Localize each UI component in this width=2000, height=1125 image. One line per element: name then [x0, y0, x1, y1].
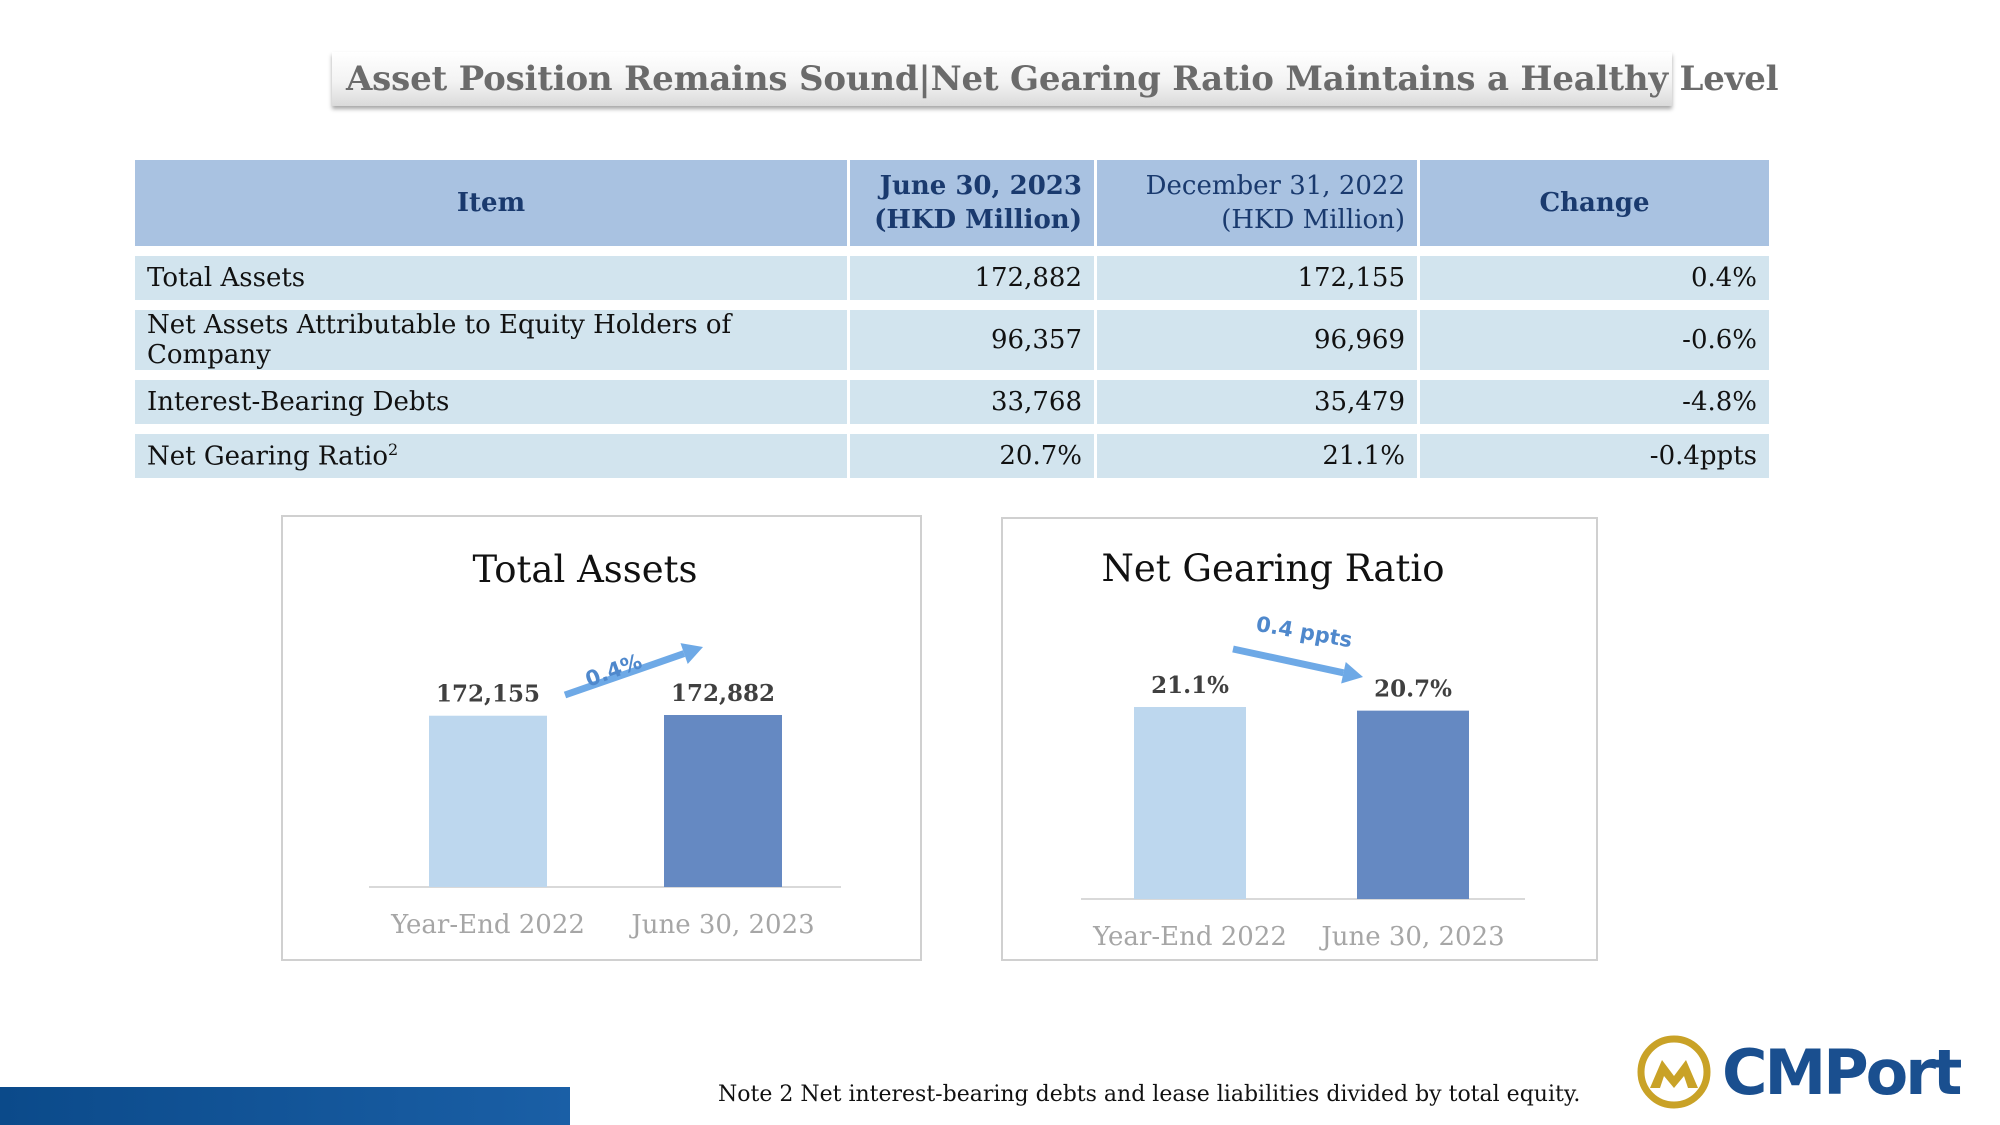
cmport-logo: CMPort [1636, 1032, 1996, 1116]
cell-item: Total Assets [135, 256, 847, 300]
cell-change: -0.4ppts [1420, 434, 1769, 478]
chart-title: Total Assets [472, 548, 697, 591]
header-dec-2022: December 31, 2022 (HKD Million) [1097, 160, 1417, 246]
summary-table: Item June 30, 2023 (HKD Million) Decembe… [132, 157, 1772, 481]
net-gearing-chart: Net Gearing Ratio 21.1% Year-End 2022 20.7%… [1001, 517, 1598, 961]
bar [429, 715, 547, 887]
trend-arrow-shaft [563, 650, 686, 699]
table-row: Net Gearing Ratio2 20.7% 21.1% -0.4ppts [135, 434, 1769, 478]
category-label: Year-End 2022 [390, 910, 585, 940]
table-header-row: Item June 30, 2023 (HKD Million) Decembe… [135, 160, 1769, 246]
cell-item: Net Gearing Ratio2 [135, 434, 847, 478]
header-item: Item [135, 160, 847, 246]
row-spacer [135, 249, 1769, 253]
header-dec-line2: (HKD Million) [1221, 205, 1405, 235]
cell-dec-2022: 35,479 [1097, 380, 1417, 424]
change-annotation: 0.4% [582, 649, 645, 691]
footnote: Note 2 Net interest-bearing debts and le… [718, 1082, 1581, 1107]
cell-item: Net Assets Attributable to Equity Holder… [135, 310, 847, 370]
net-gearing-chart-svg: Net Gearing Ratio 21.1% Year-End 2022 20.7%… [1081, 547, 1525, 952]
item-label: Net Assets Attributable to Equity Holder… [147, 310, 732, 370]
row-spacer [135, 427, 1769, 431]
trend-arrow-icon [1341, 662, 1363, 684]
bar [664, 715, 782, 887]
page-title: Asset Position Remains Sound|Net Gearing… [346, 59, 1779, 99]
header-june-line2: (HKD Million) [874, 205, 1082, 235]
footnote-ref: 2 [388, 440, 399, 460]
trend-arrow-shaft [1232, 645, 1345, 677]
row-spacer [135, 303, 1769, 307]
chart-title: Net Gearing Ratio [1102, 547, 1445, 590]
cell-dec-2022: 172,155 [1097, 256, 1417, 300]
cell-change: -0.6% [1420, 310, 1769, 370]
table-row: Interest-Bearing Debts 33,768 35,479 -4.8% [135, 380, 1769, 424]
cell-item: Interest-Bearing Debts [135, 380, 847, 424]
table-row: Net Assets Attributable to Equity Holder… [135, 310, 1769, 370]
trend-arrow-icon [680, 643, 703, 664]
title-bar: Asset Position Remains Sound|Net Gearing… [332, 52, 1779, 106]
cell-dec-2022: 96,969 [1097, 310, 1417, 370]
svg-text:CMPort: CMPort [1722, 1036, 1962, 1109]
item-label: Total Assets [147, 263, 306, 293]
table-row: Total Assets 172,882 172,155 0.4% [135, 256, 1769, 300]
cell-change: -4.8% [1420, 380, 1769, 424]
cell-change: 0.4% [1420, 256, 1769, 300]
category-label: June 30, 2023 [628, 910, 814, 940]
cell-june-2023: 20.7% [850, 434, 1094, 478]
data-label: 172,882 [671, 680, 775, 707]
category-label: Year-End 2022 [1092, 922, 1287, 952]
item-label: Interest-Bearing Debts [147, 387, 450, 417]
cell-june-2023: 172,882 [850, 256, 1094, 300]
header-june-line1: June 30, 2023 [879, 171, 1082, 201]
cell-june-2023: 96,357 [850, 310, 1094, 370]
category-label: June 30, 2023 [1318, 922, 1504, 952]
data-label: 21.1% [1151, 672, 1229, 699]
row-spacer [135, 373, 1769, 377]
cell-june-2023: 33,768 [850, 380, 1094, 424]
data-label: 172,155 [436, 681, 540, 708]
bar [1134, 707, 1246, 899]
cmport-logo-icon: CMPort [1637, 1035, 1965, 1109]
item-label: Net Gearing Ratio [147, 441, 388, 472]
footer-accent-bar [0, 1087, 570, 1125]
header-change: Change [1420, 160, 1769, 246]
total-assets-chart: Total Assets 172,155 Year-End 2022 172,882 J… [281, 515, 922, 961]
change-annotation: 0.4 ppts [1254, 612, 1354, 653]
cell-dec-2022: 21.1% [1097, 434, 1417, 478]
table-body: Total Assets 172,882 172,155 0.4% Net Assets… [135, 249, 1769, 478]
header-dec-line1: December 31, 2022 [1145, 171, 1405, 201]
header-june-2023: June 30, 2023 (HKD Million) [850, 160, 1094, 246]
total-assets-chart-svg: Total Assets 172,155 Year-End 2022 172,882 J… [369, 548, 841, 940]
data-label: 20.7% [1374, 676, 1452, 703]
bar [1357, 710, 1469, 899]
